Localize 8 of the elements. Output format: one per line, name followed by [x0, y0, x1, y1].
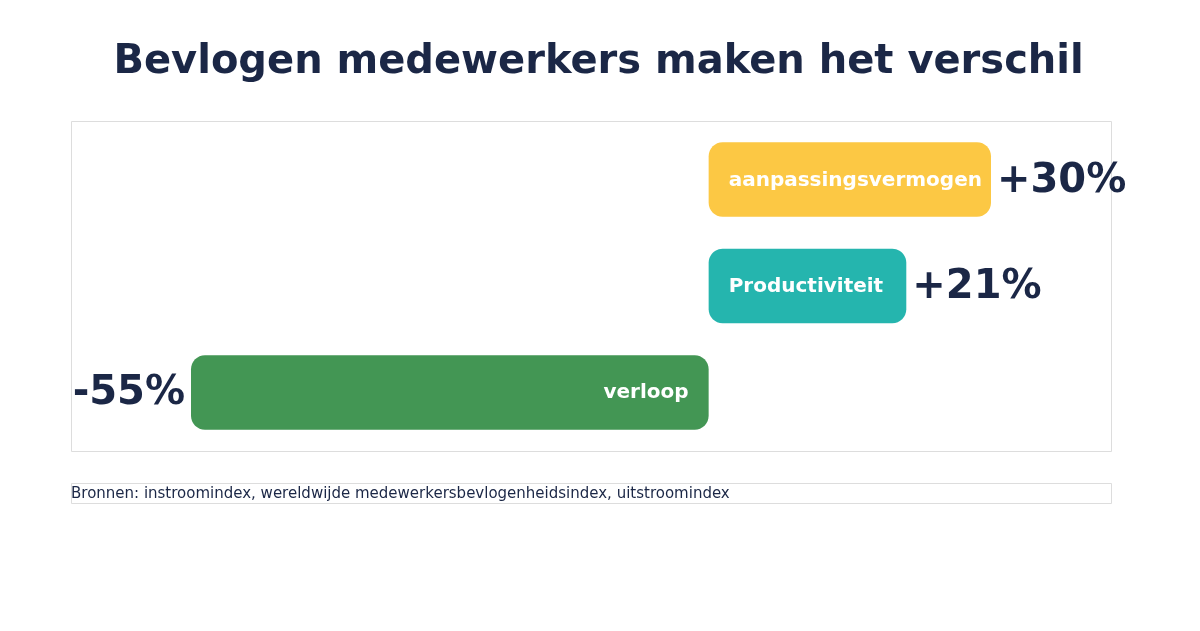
data-label: -55% [72, 367, 185, 414]
data-label: +21% [912, 261, 1042, 307]
y-tick-label: verloop [603, 379, 689, 404]
data-label: +30% [997, 154, 1127, 201]
y-tick-label: Productiviteit [728, 273, 884, 297]
y-tick-label: aanpassingsvermogen [728, 166, 982, 191]
text: Bronnen: instroomindex, wereldwijde medewerkersbevlogenheidsindex, uitstroomindex [71, 484, 730, 502]
chart-title: Bevlogen medewerkers maken het verschil [113, 35, 1084, 82]
